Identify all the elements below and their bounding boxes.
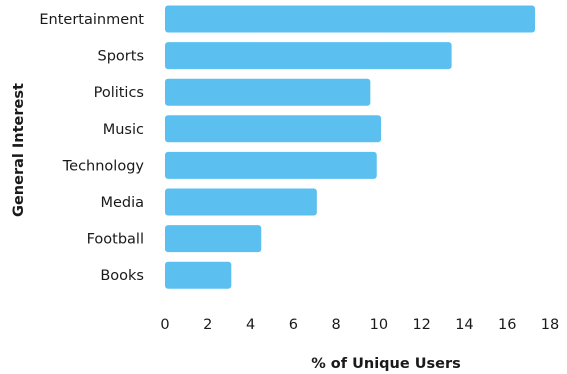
category-label-entertainment: Entertainment [39, 12, 144, 28]
category-label-sports: Sports [98, 49, 144, 65]
bar-politics [165, 78, 371, 106]
category-label-media: Media [100, 195, 144, 211]
category-label-politics: Politics [94, 85, 144, 101]
bar-entertainment [165, 5, 536, 33]
x-tick-label: 4 [246, 317, 255, 333]
category-label-music: Music [103, 122, 144, 138]
category-label-football: Football [87, 232, 144, 248]
x-tick-label: 18 [541, 317, 559, 333]
x-axis-title: % of Unique Users [311, 356, 461, 372]
x-tick-label: 8 [331, 317, 340, 333]
x-tick-label: 10 [370, 317, 388, 333]
x-tick-label: 12 [412, 317, 430, 333]
bar-media [165, 188, 317, 216]
x-tick-label: 6 [289, 317, 298, 333]
x-tick-labels: 0 2 4 6 8 10 12 14 16 18 [160, 317, 559, 333]
bars-group [165, 5, 536, 289]
x-tick-label: 14 [455, 317, 473, 333]
y-axis-title: General Interest [11, 83, 27, 217]
bar-sports [165, 42, 452, 70]
bar-football [165, 225, 262, 253]
category-label-technology: Technology [62, 158, 145, 174]
x-tick-label: 0 [160, 317, 169, 333]
bar-music [165, 115, 382, 143]
bar-technology [165, 151, 377, 179]
category-labels: Entertainment Sports Politics Music Technolo… [39, 12, 144, 284]
x-tick-label: 2 [203, 317, 212, 333]
bar-books [165, 261, 232, 289]
x-tick-label: 16 [498, 317, 516, 333]
category-label-books: Books [100, 268, 144, 284]
